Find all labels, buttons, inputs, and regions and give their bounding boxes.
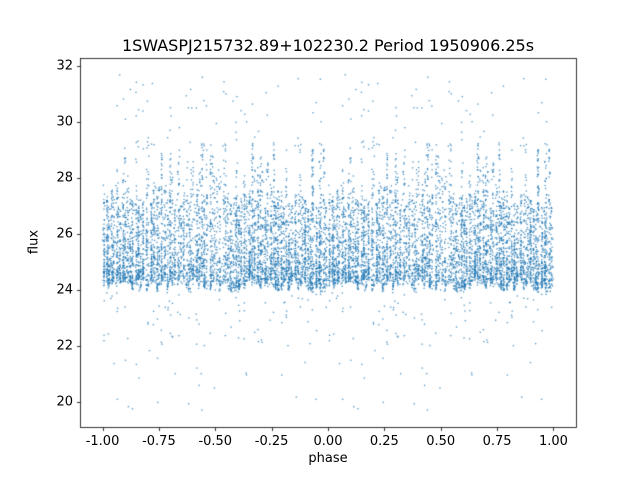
- x-tick-label: 1.00: [538, 434, 568, 449]
- x-tick-label: -0.25: [254, 434, 289, 449]
- x-tick-label: -1.00: [85, 434, 120, 449]
- x-tick-label: 0.75: [482, 434, 512, 449]
- y-tick-label: 20: [56, 394, 73, 410]
- y-tick-label: 32: [56, 58, 73, 74]
- x-tick-label: -0.50: [198, 434, 233, 449]
- y-axis-label: flux: [26, 229, 42, 255]
- chart-title: 1SWASPJ215732.89+102230.2 Period 1950906…: [121, 36, 535, 55]
- x-tick-label: -0.75: [142, 434, 176, 449]
- x-tick-label: 0.00: [313, 434, 343, 449]
- y-tick-label: 22: [56, 338, 73, 354]
- x-tick-label: 0.50: [426, 434, 456, 449]
- x-tick-label: 0.25: [369, 434, 399, 449]
- y-tick-label: 24: [56, 282, 73, 298]
- y-tick-label: 30: [56, 114, 73, 130]
- x-axis-label: phase: [308, 451, 348, 466]
- y-tick-label: 26: [56, 226, 73, 242]
- y-tick-label: 28: [56, 170, 73, 186]
